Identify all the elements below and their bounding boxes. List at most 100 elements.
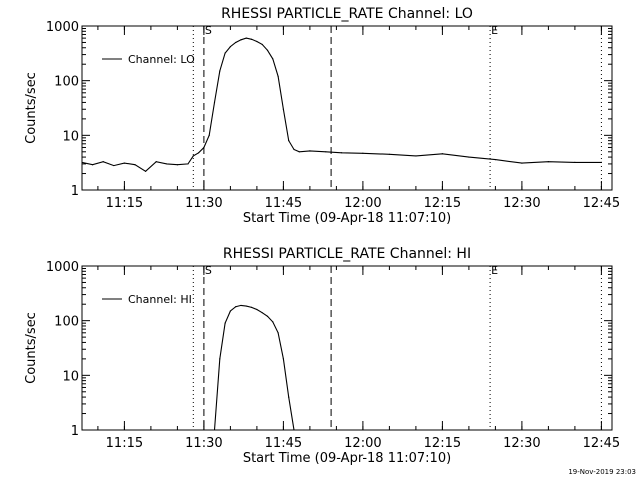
- data-point: [288, 140, 290, 142]
- data-point: [309, 150, 311, 152]
- data-point: [134, 164, 136, 166]
- plot-frame: [81, 265, 613, 431]
- data-point: [261, 43, 263, 46]
- data-point: [277, 332, 279, 334]
- data-point: [245, 37, 247, 39]
- time-marker-label: E: [491, 24, 498, 37]
- data-point: [341, 152, 343, 154]
- data-point: [208, 134, 210, 136]
- data-point: [547, 161, 550, 163]
- data-point: [113, 164, 115, 167]
- data-point: [235, 306, 237, 308]
- data-point: [261, 312, 263, 314]
- chart-title: RHESSI PARTICLE_RATE Channel: LO: [221, 6, 473, 22]
- y-tick-label: 1000: [46, 260, 79, 275]
- data-point: [187, 163, 189, 165]
- data-point: [388, 153, 390, 155]
- x-tick-label: 11:30: [185, 196, 222, 211]
- x-axis-label: Start Time (09-Apr-18 11:07:10): [243, 451, 451, 466]
- data-point: [266, 315, 269, 317]
- data-point: [229, 45, 231, 48]
- legend-label: Channel: HI: [128, 293, 192, 306]
- x-tick-label: 12:00: [344, 196, 381, 211]
- x-tick-label: 11:15: [106, 436, 143, 451]
- data-point: [198, 152, 200, 154]
- x-tick-label: 12:30: [503, 436, 540, 451]
- data-point: [155, 161, 157, 163]
- data-point: [235, 41, 237, 44]
- data-point: [224, 52, 226, 54]
- x-tick-label: 11:15: [106, 196, 143, 211]
- x-tick-label: 11:30: [185, 436, 222, 451]
- data-point: [219, 358, 221, 360]
- data-point: [219, 70, 221, 72]
- data-point: [145, 170, 147, 172]
- data-point: [288, 396, 290, 398]
- y-tick-label: 1: [71, 184, 79, 199]
- data-point: [293, 429, 295, 430]
- data-point: [213, 429, 216, 430]
- x-tick-label: 12:45: [583, 436, 620, 451]
- data-point: [600, 161, 603, 163]
- data-point: [256, 308, 258, 311]
- plot-frame: [81, 25, 613, 191]
- data-point: [521, 162, 523, 164]
- data-point: [92, 164, 94, 166]
- data-point: [282, 358, 284, 360]
- legend-label: Channel: LO: [128, 53, 195, 66]
- x-tick-label: 12:30: [503, 196, 540, 211]
- y-tick-label: 10: [62, 369, 79, 384]
- data-point: [282, 108, 284, 110]
- data-point: [293, 148, 295, 151]
- data-point: [213, 101, 216, 104]
- chart-title: RHESSI PARTICLE_RATE Channel: HI: [223, 246, 471, 262]
- data-point: [256, 40, 258, 43]
- data-point: [229, 310, 231, 312]
- data-point: [441, 153, 443, 155]
- data-point: [240, 39, 242, 41]
- y-tick-label: 10: [62, 129, 79, 144]
- x-tick-label: 12:15: [424, 436, 461, 451]
- data-point: [123, 162, 125, 164]
- x-tick-label: 11:45: [265, 436, 302, 451]
- data-point: [245, 305, 247, 307]
- data-point: [266, 49, 269, 51]
- data-point: [102, 161, 104, 163]
- data-point: [468, 156, 470, 158]
- y-tick-label: 100: [54, 315, 79, 330]
- x-tick-label: 12:15: [424, 196, 461, 211]
- data-point: [176, 164, 178, 166]
- y-axis-label: Counts/sec: [24, 312, 39, 384]
- data-point: [277, 75, 279, 77]
- data-point: [82, 161, 83, 163]
- data-point: [272, 321, 274, 323]
- data-point: [272, 58, 274, 60]
- data-point: [166, 163, 168, 165]
- data-point: [298, 151, 300, 153]
- data-point: [224, 322, 226, 324]
- data-point: [494, 158, 496, 161]
- data-point: [251, 306, 253, 308]
- y-tick-label: 100: [54, 75, 79, 90]
- time-marker-label: S: [205, 24, 212, 37]
- data-point: [251, 38, 253, 40]
- data-point: [415, 155, 417, 157]
- data-point: [203, 146, 205, 149]
- x-axis-label: Start Time (09-Apr-18 11:07:10): [243, 211, 451, 226]
- data-point: [574, 161, 576, 163]
- time-marker-label: S: [205, 264, 212, 277]
- panel-hi: RHESSI PARTICLE_RATE Channel: HI 1 10 100 10…: [24, 246, 620, 466]
- time-marker-label: E: [491, 264, 498, 277]
- y-tick-label: 1000: [46, 20, 79, 35]
- y-axis-label: Counts/sec: [24, 72, 39, 144]
- panel-lo: RHESSI PARTICLE_RATE Channel: LO 1 10 100 10…: [24, 6, 620, 226]
- y-tick-label: 1: [71, 424, 79, 439]
- data-point: [325, 151, 327, 153]
- data-point: [362, 152, 364, 154]
- x-tick-label: 12:45: [583, 196, 620, 211]
- data-point: [240, 304, 242, 307]
- data-point: [192, 155, 194, 157]
- generation-timestamp: 19-Nov-2019 23:03: [568, 468, 636, 476]
